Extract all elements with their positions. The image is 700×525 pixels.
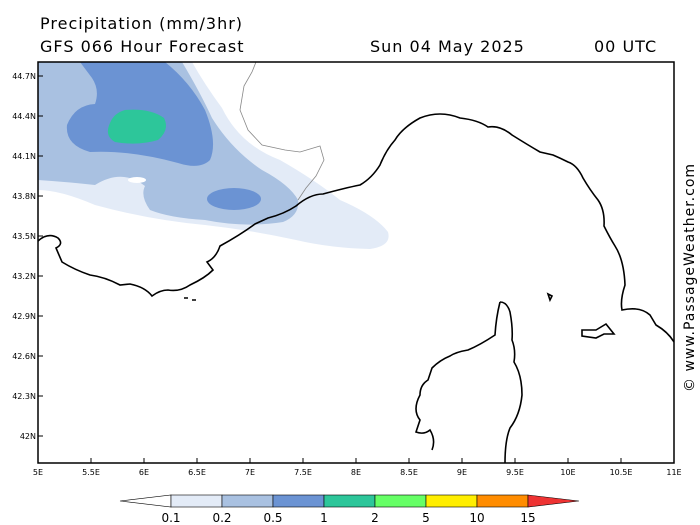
lat-tick-label: 44.1N — [12, 152, 36, 161]
colorbar-label: 0.2 — [212, 511, 231, 525]
lat-tick-label: 44.7N — [12, 72, 36, 81]
colorbar-segment — [221, 494, 274, 508]
lon-tick-label: 11E — [666, 468, 681, 477]
lon-tick-label: 7E — [245, 468, 255, 477]
colorbar-label: 15 — [520, 511, 535, 525]
latitude-axis: 44.7N 44.4N 44.1N 43.8N 43.5N 43.2N 42.9N 42.6N… — [12, 72, 43, 441]
lon-tick-label: 5E — [33, 468, 43, 477]
lon-tick-label: 7.5E — [294, 468, 312, 477]
colorbar-label: 5 — [422, 511, 430, 525]
colorbar-segment — [323, 494, 376, 508]
colorbar-segment — [170, 494, 223, 508]
lat-tick-label: 44.4N — [12, 112, 36, 121]
country-borders — [239, 62, 325, 201]
chart-title: Precipitation (mm/3hr) — [40, 14, 244, 33]
precip-layers — [38, 62, 389, 249]
lon-tick-label: 10.5E — [610, 468, 633, 477]
lat-tick-label: 42.6N — [12, 352, 36, 361]
lat-tick-label: 42N — [20, 432, 36, 441]
colorbar-segment — [476, 494, 529, 508]
lon-tick-label: 8.5E — [400, 468, 418, 477]
colorbar-label: 1 — [320, 511, 328, 525]
longitude-axis: 5E 5.5E 6E 6.5E 7E 7.5E 8E 8.5E 9E 9.5E 10E 10.5E 11… — [33, 458, 682, 477]
lon-tick-label: 9E — [457, 468, 467, 477]
lat-tick-label: 42.9N — [12, 312, 36, 321]
colorbar-segment — [119, 494, 172, 508]
colorbar-segment — [527, 494, 580, 508]
forecast-time: 00 UTC — [594, 37, 658, 56]
colorbar-segment — [425, 494, 478, 508]
lon-tick-label: 5.5E — [82, 468, 100, 477]
forecast-label: GFS 066 Hour Forecast — [40, 37, 245, 56]
lat-tick-label: 42.3N — [12, 392, 36, 401]
colorbar-label: 10 — [469, 511, 484, 525]
coastline — [38, 113, 674, 463]
colorbar-segment — [272, 494, 325, 508]
forecast-date: Sun 04 May 2025 — [370, 37, 525, 56]
lat-tick-label: 43.2N — [12, 272, 36, 281]
lon-tick-label: 9.5E — [506, 468, 524, 477]
lon-tick-label: 6E — [139, 468, 149, 477]
precip-area-1 — [107, 109, 166, 144]
credit-text: © www.PassageWeather.com — [682, 163, 698, 392]
colorbar-label: 0.5 — [263, 511, 282, 525]
lat-tick-label: 43.5N — [12, 232, 36, 241]
lat-tick-label: 43.8N — [12, 192, 36, 201]
lon-tick-label: 6.5E — [188, 468, 206, 477]
lon-tick-label: 10E — [560, 468, 575, 477]
colorbar-segment — [374, 494, 427, 508]
lon-tick-label: 8E — [351, 468, 361, 477]
colorbar-label: 0.1 — [161, 511, 180, 525]
colorbar-label: 2 — [371, 511, 379, 525]
colorbar-legend: 0.1 0.2 0.5 1 2 5 10 15 — [119, 494, 580, 525]
precip-area-0.5-east — [207, 188, 261, 210]
